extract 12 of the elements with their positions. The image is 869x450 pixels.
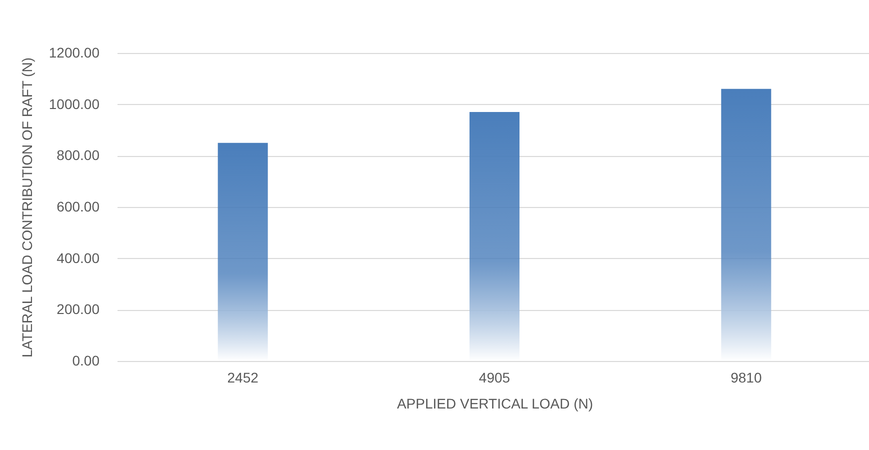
y-axis-title: LATERAL LOAD CONTRIBUTION OF RAFT (N)	[18, 58, 35, 358]
y-tick-label: 800.00	[56, 147, 100, 164]
x-tick-label: 4905	[478, 370, 510, 386]
y-tick-label: 0.00	[72, 352, 100, 368]
y-tick-label: 400.00	[56, 250, 100, 266]
x-tick-label: 2452	[227, 370, 259, 386]
y-tick-label: 600.00	[56, 198, 100, 214]
y-tick-label: 1200.00	[48, 44, 100, 60]
x-tick-label: 9810	[730, 370, 762, 386]
y-tick-label: 1000.00	[48, 96, 100, 112]
x-axis-title: APPLIED VERTICAL LOAD (N)	[396, 396, 594, 412]
y-tick-label: 200.00	[56, 301, 100, 318]
